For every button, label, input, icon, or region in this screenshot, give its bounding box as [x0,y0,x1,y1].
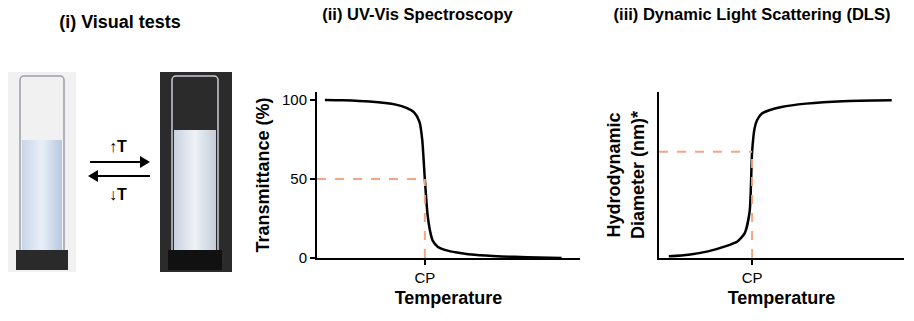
svg-text:CP: CP [742,269,763,286]
svg-text:HydrodynamicDiameter (nm)*: HydrodynamicDiameter (nm)* [604,111,647,239]
svg-text:100: 100 [282,91,307,108]
svg-text:Temperature: Temperature [728,288,836,308]
svg-text:CP: CP [414,269,435,286]
svg-text:(iii) Dynamic Light Scattering: (iii) Dynamic Light Scattering (DLS) [614,5,891,23]
svg-text:(ii) UV-Vis Spectroscopy: (ii) UV-Vis Spectroscopy [322,5,513,23]
svg-text:Transmittance (%): Transmittance (%) [253,97,273,252]
svg-text:↑T: ↑T [109,138,127,155]
svg-text:50: 50 [290,170,307,187]
svg-text:(i) Visual tests: (i) Visual tests [59,12,181,32]
svg-text:↓T: ↓T [109,186,127,203]
svg-text:Temperature: Temperature [395,288,503,308]
svg-text:0: 0 [299,249,307,266]
